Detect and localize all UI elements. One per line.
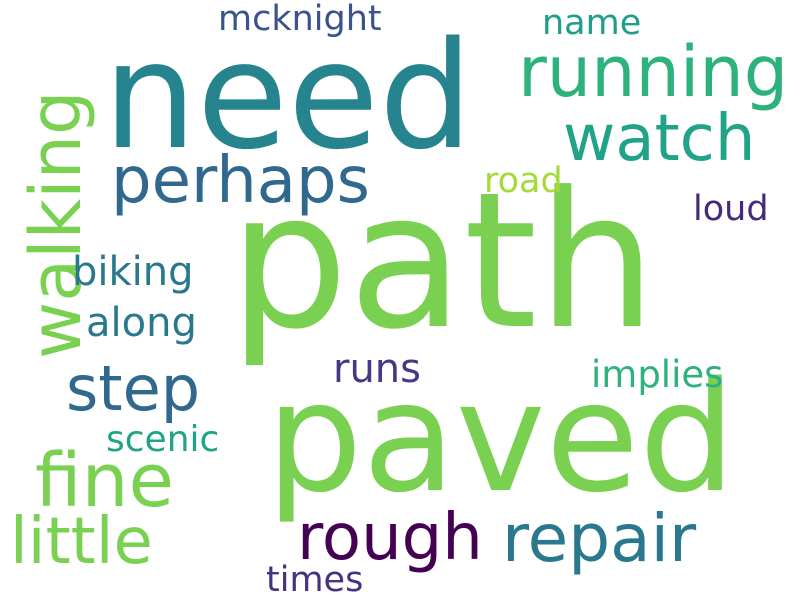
word-implies: implies: [591, 353, 724, 396]
word-along: along: [86, 300, 197, 346]
word-repair: repair: [502, 500, 697, 577]
word-loud: loud: [693, 189, 769, 229]
word-mcknight: mcknight: [218, 0, 382, 39]
word-rough: rough: [297, 501, 483, 575]
word-scenic: scenic: [106, 419, 220, 460]
word-fine: fine: [35, 438, 175, 524]
word-step: step: [66, 352, 201, 425]
word-runs: runs: [333, 346, 421, 392]
word-watch: watch: [563, 102, 756, 176]
word-times: times: [266, 560, 364, 600]
word-biking: biking: [72, 249, 194, 295]
word-walking: walking: [15, 90, 97, 359]
word-road: road: [484, 161, 563, 201]
word-little: little: [10, 505, 153, 579]
word-path: path: [229, 152, 657, 371]
word-perhaps: perhaps: [111, 144, 370, 218]
word-need: need: [103, 10, 473, 182]
word-name: name: [542, 3, 642, 43]
word-running: running: [518, 31, 789, 113]
word-paved: paved: [266, 349, 736, 526]
